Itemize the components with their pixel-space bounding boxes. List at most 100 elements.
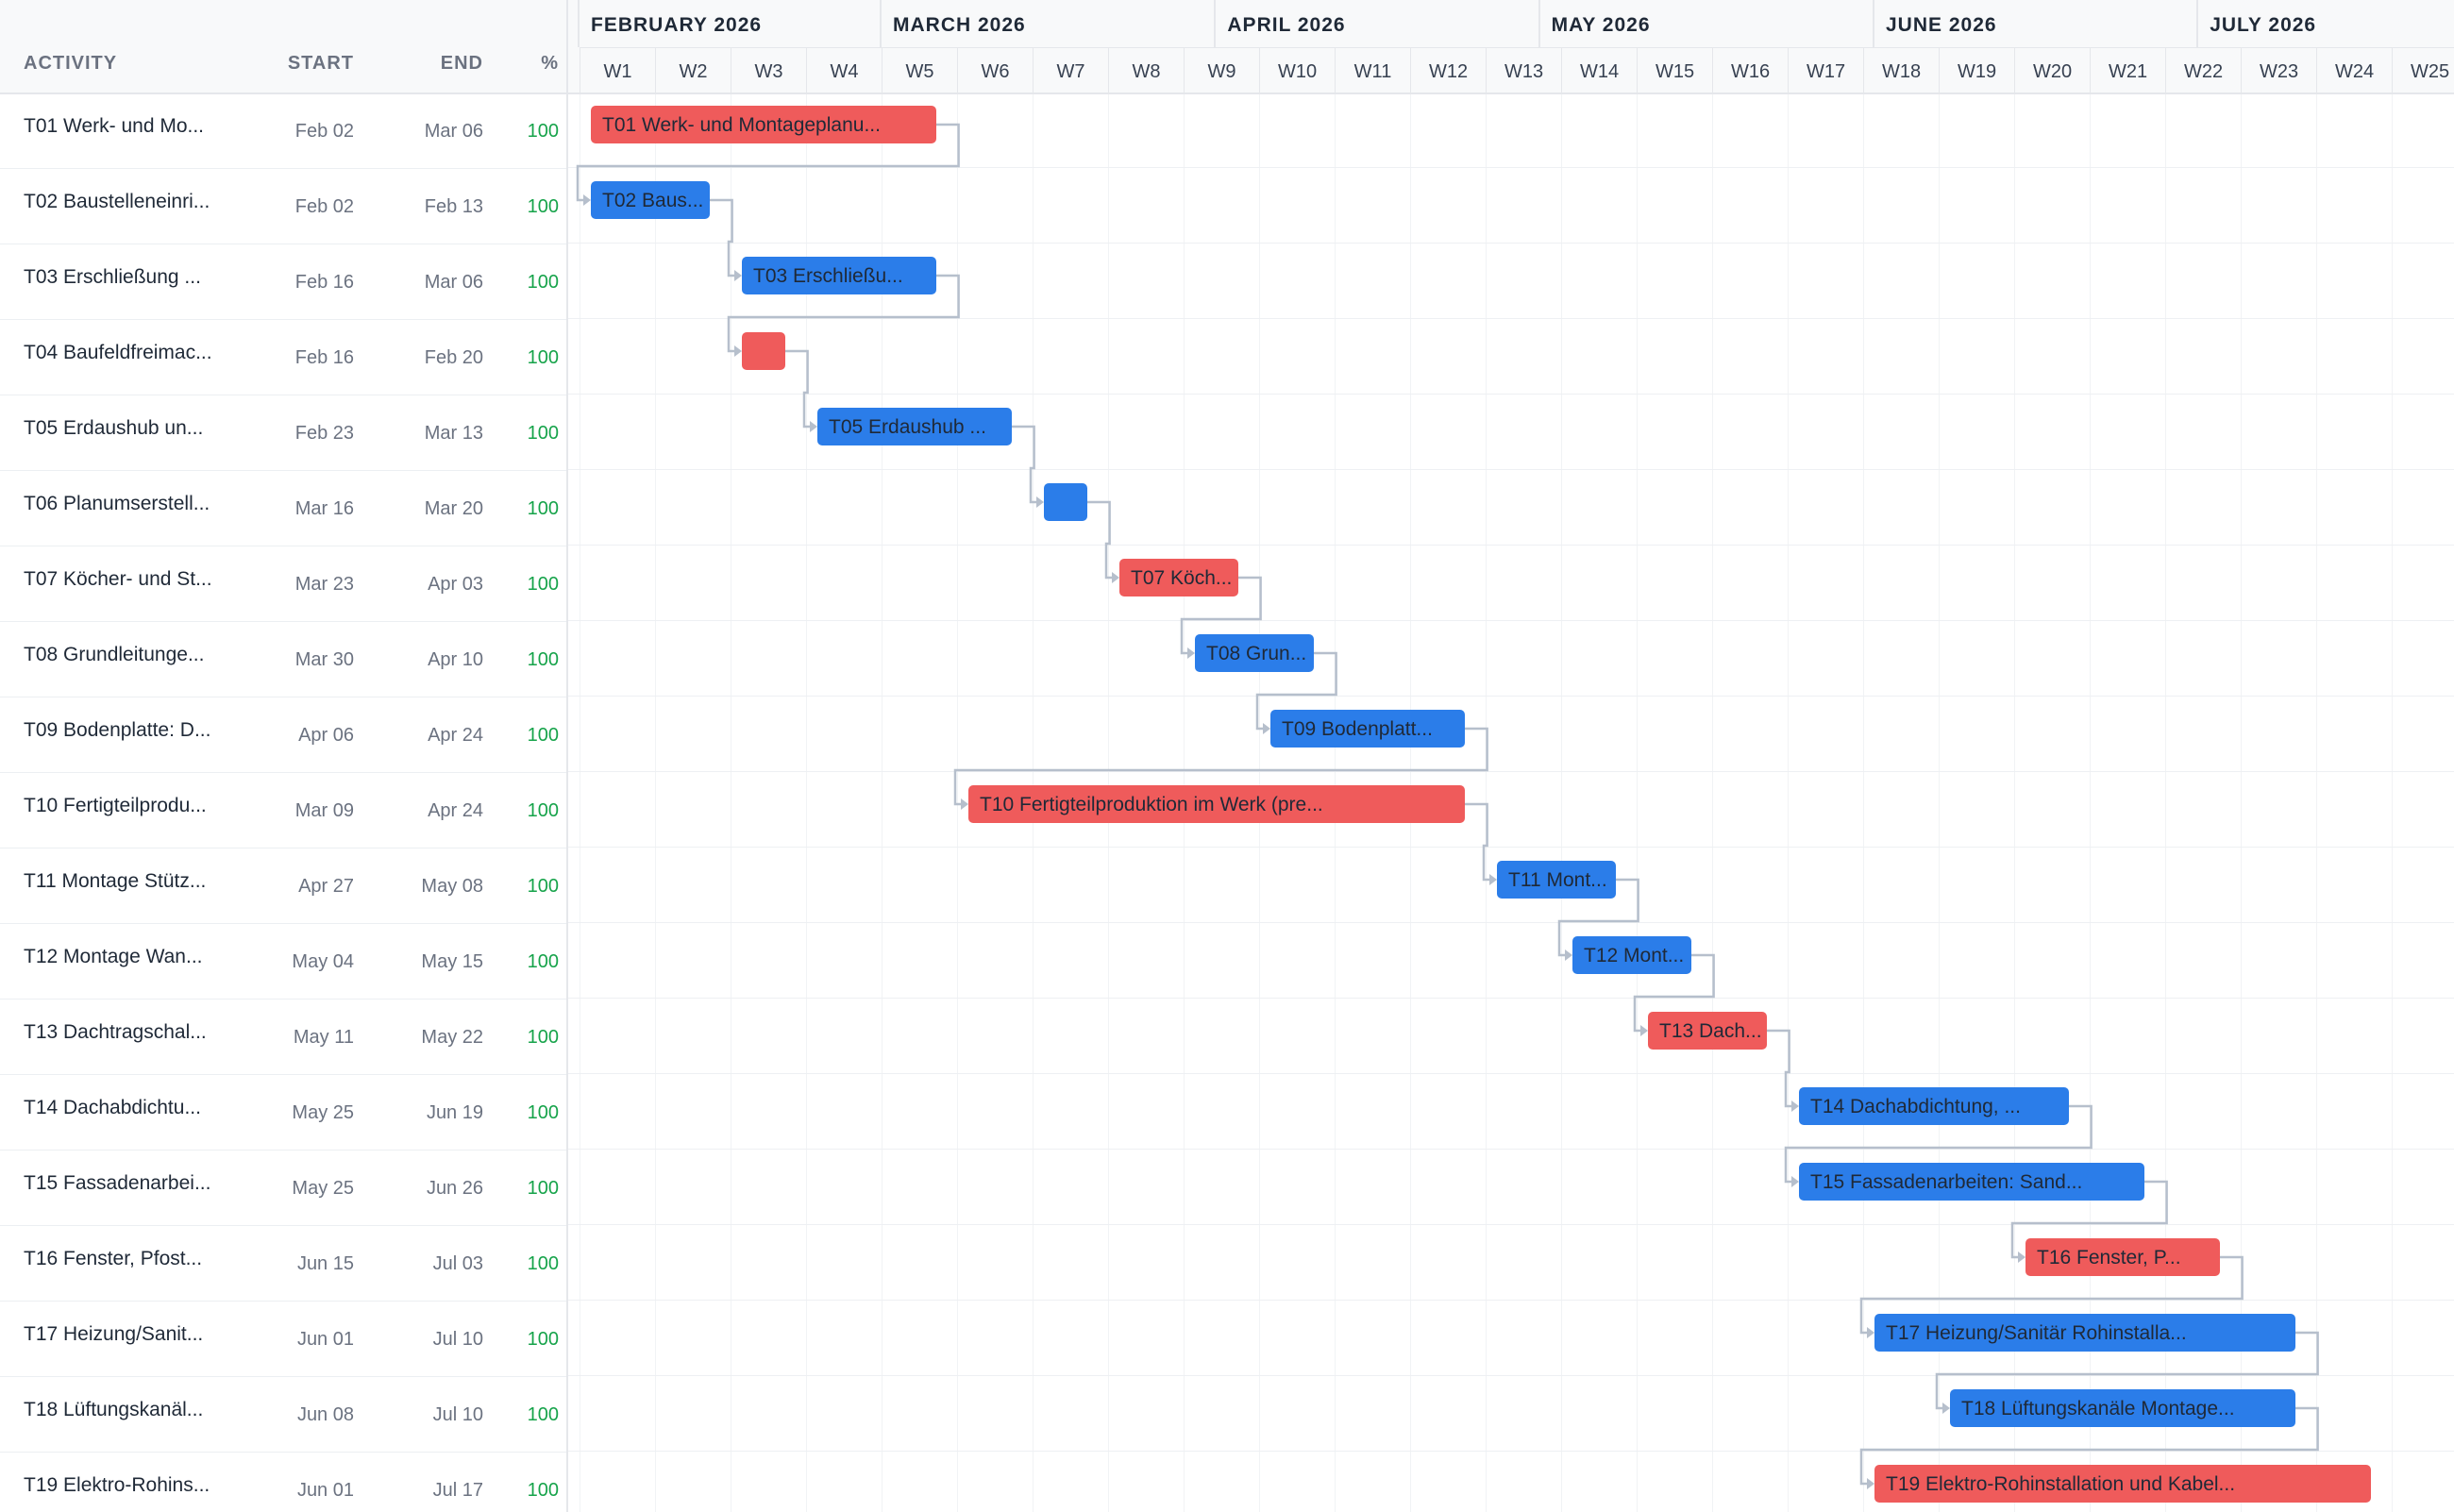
dependency-arrow-icon xyxy=(1640,1025,1648,1036)
task-bar-label: T02 Baus... xyxy=(602,190,704,211)
task-row[interactable]: T04 Baufeldfreimac... Feb 16 Feb 20 100 xyxy=(0,319,566,395)
dependency-link xyxy=(1464,802,1491,882)
week-grid-line xyxy=(655,92,656,1512)
row-grid-line xyxy=(568,1149,2454,1150)
task-start-date: May 25 xyxy=(292,1178,354,1199)
task-end-date: Jun 19 xyxy=(426,1102,483,1123)
row-grid-line xyxy=(568,696,2454,697)
dependency-arrow-icon xyxy=(734,345,742,357)
task-row[interactable]: T12 Montage Wan... May 04 May 15 100 xyxy=(0,923,566,1000)
task-row[interactable]: T07 Köcher- und St... Mar 23 Apr 03 100 xyxy=(0,546,566,622)
task-bar[interactable] xyxy=(742,332,785,370)
row-grid-line xyxy=(568,620,2454,621)
task-name: T08 Grundleitunge... xyxy=(24,644,205,665)
column-header-start[interactable]: START xyxy=(287,53,354,74)
month-header: APRIL 2026 xyxy=(1214,0,1538,47)
month-header: FEBRUARY 2026 xyxy=(578,0,880,47)
dependency-link xyxy=(1784,1104,2093,1184)
task-row[interactable]: T08 Grundleitunge... Mar 30 Apr 10 100 xyxy=(0,621,566,697)
dependency-arrow-icon xyxy=(583,194,591,206)
task-bar[interactable]: T07 Köch... xyxy=(1119,559,1238,596)
task-percent-complete: 100 xyxy=(527,1480,559,1501)
dependency-link xyxy=(1180,576,1262,655)
week-header: W25 xyxy=(2392,47,2454,92)
task-percent-complete: 100 xyxy=(527,574,559,595)
week-label: W3 xyxy=(754,61,783,82)
task-bar[interactable]: T05 Erdaushub ... xyxy=(817,408,1012,445)
task-row[interactable]: T06 Planumserstell... Mar 16 Mar 20 100 xyxy=(0,470,566,546)
month-label: MARCH 2026 xyxy=(893,14,1026,36)
task-row[interactable]: T11 Montage Stütz... Apr 27 May 08 100 xyxy=(0,848,566,924)
task-start-date: Apr 27 xyxy=(298,876,354,897)
task-start-date: May 11 xyxy=(293,1027,354,1048)
task-bar-label: T09 Bodenplatt... xyxy=(1282,718,1433,740)
task-start-date: Mar 23 xyxy=(294,574,354,595)
task-row[interactable]: T01 Werk- und Mo... Feb 02 Mar 06 100 xyxy=(0,92,566,169)
task-bar-label: T07 Köch... xyxy=(1131,567,1233,589)
task-bar[interactable]: T03 Erschließu... xyxy=(742,257,936,294)
week-label: W4 xyxy=(830,61,859,82)
task-bar[interactable]: T11 Mont... xyxy=(1497,861,1616,899)
task-bar[interactable]: T19 Elektro-Rohinstallation und Kabel... xyxy=(1874,1465,2371,1503)
week-label: W5 xyxy=(905,61,934,82)
task-row[interactable]: T18 Lüftungskanäl... Jun 08 Jul 10 100 xyxy=(0,1376,566,1453)
month-header: JUNE 2026 xyxy=(1873,0,2196,47)
week-header: W17 xyxy=(1788,47,1863,92)
task-bar[interactable]: T18 Lüftungskanäle Montage... xyxy=(1950,1389,2295,1427)
task-row[interactable]: T13 Dachtragschal... May 11 May 22 100 xyxy=(0,999,566,1075)
task-bar[interactable]: T10 Fertigteilproduktion im Werk (pre... xyxy=(968,785,1465,823)
dependency-link xyxy=(1086,500,1114,580)
week-header: W23 xyxy=(2241,47,2316,92)
week-header: W1 xyxy=(580,47,655,92)
row-grid-line xyxy=(568,167,2454,168)
task-percent-complete: 100 xyxy=(527,1329,559,1350)
task-row[interactable]: T15 Fassadenarbei... May 25 Jun 26 100 xyxy=(0,1150,566,1226)
task-bar[interactable] xyxy=(1044,483,1087,521)
dependency-link xyxy=(727,274,960,353)
task-row[interactable]: T02 Baustelleneinri... Feb 02 Feb 13 100 xyxy=(0,168,566,244)
task-bar[interactable]: T15 Fassadenarbeiten: Sand... xyxy=(1799,1163,2144,1201)
task-end-date: May 22 xyxy=(421,1027,483,1048)
task-end-date: Apr 03 xyxy=(428,574,483,595)
row-grid-line xyxy=(568,318,2454,319)
task-row[interactable]: T10 Fertigteilprodu... Mar 09 Apr 24 100 xyxy=(0,772,566,848)
column-header-end[interactable]: END xyxy=(440,53,483,74)
task-row[interactable]: T09 Bodenplatte: D... Apr 06 Apr 24 100 xyxy=(0,697,566,773)
week-label: W12 xyxy=(1428,61,1469,82)
week-grid-line xyxy=(957,92,958,1512)
week-grid-line xyxy=(2090,92,2091,1512)
task-name: T03 Erschließung ... xyxy=(24,266,201,288)
week-label: W13 xyxy=(1504,61,1544,82)
task-bar[interactable]: T08 Grun... xyxy=(1195,634,1314,672)
task-row[interactable]: T16 Fenster, Pfost... Jun 15 Jul 03 100 xyxy=(0,1225,566,1302)
task-bar[interactable]: T13 Dach... xyxy=(1648,1012,1767,1050)
dependency-arrow-icon xyxy=(1867,1478,1874,1489)
month-header: JULY 2026 xyxy=(2196,0,2454,47)
task-bar[interactable]: T02 Baus... xyxy=(591,181,710,219)
dependency-arrow-icon xyxy=(1036,496,1044,508)
week-header: W12 xyxy=(1410,47,1486,92)
column-header-activity[interactable]: ACTIVITY xyxy=(24,53,118,74)
task-end-date: Feb 13 xyxy=(424,196,483,217)
task-bar[interactable]: T01 Werk- und Montageplanu... xyxy=(591,106,936,143)
task-row[interactable]: T03 Erschließung ... Feb 16 Mar 06 100 xyxy=(0,244,566,320)
task-row[interactable]: T14 Dachabdichtu... May 25 Jun 19 100 xyxy=(0,1074,566,1151)
task-percent-complete: 100 xyxy=(527,272,559,293)
task-bar[interactable]: T12 Mont... xyxy=(1572,936,1691,974)
task-row[interactable]: T17 Heizung/Sanit... Jun 01 Jul 10 100 xyxy=(0,1301,566,1377)
week-header: W6 xyxy=(957,47,1033,92)
month-label: JULY 2026 xyxy=(2210,14,2317,36)
week-label: W16 xyxy=(1730,61,1771,82)
task-bar[interactable]: T09 Bodenplatt... xyxy=(1270,710,1465,748)
task-bar[interactable]: T14 Dachabdichtung, ... xyxy=(1799,1087,2069,1125)
task-bar[interactable]: T17 Heizung/Sanitär Rohinstalla... xyxy=(1874,1314,2295,1352)
task-row[interactable]: T19 Elektro-Rohins... Jun 01 Jul 17 100 xyxy=(0,1452,566,1512)
week-header: W9 xyxy=(1184,47,1259,92)
task-bar[interactable]: T16 Fenster, P... xyxy=(2025,1238,2220,1276)
task-bar-label: T16 Fenster, P... xyxy=(2037,1247,2181,1268)
task-row[interactable]: T05 Erdaushub un... Feb 23 Mar 13 100 xyxy=(0,395,566,471)
task-bar-label: T05 Erdaushub ... xyxy=(829,416,986,438)
task-percent-complete: 100 xyxy=(527,347,559,368)
column-header-percent[interactable]: % xyxy=(541,53,559,74)
